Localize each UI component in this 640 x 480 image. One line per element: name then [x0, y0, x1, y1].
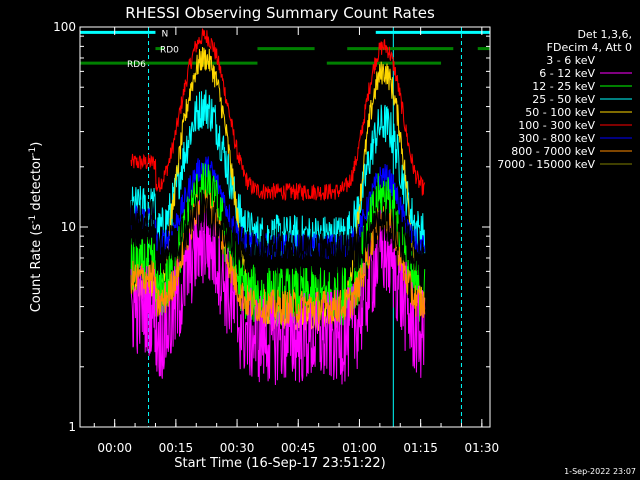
series-line-3 [130, 89, 426, 258]
legend-label: 50 - 100 keV [525, 106, 595, 119]
footer-date: 1-Sep-2022 23:07 [564, 467, 636, 476]
x-axis-label: Start Time (16-Sep-17 23:51:22) [174, 456, 385, 471]
y-tick-label: 10 [61, 220, 76, 234]
x-axis-ticks: 00:00 00:15 00:30 00:45 01:00 01:15 01:30 [93, 27, 500, 455]
x-tick-label: 01:15 [403, 441, 438, 455]
y-axis-label-mid: detector [29, 155, 44, 215]
y-axis-ticks: 1 10 100 [53, 20, 490, 434]
x-tick-label: 00:30 [220, 441, 255, 455]
legend-label: 300 - 800 keV [518, 132, 595, 145]
legend-label: 3 - 6 keV [546, 54, 595, 67]
x-tick-label: 00:15 [159, 441, 194, 455]
x-tick-label: 00:45 [281, 441, 316, 455]
chart-title: RHESSI Observing Summary Count Rates [125, 4, 435, 22]
series-line-1 [130, 200, 426, 386]
y-tick-label: 1 [68, 420, 76, 434]
legend-label: 25 - 50 keV [532, 93, 595, 106]
flag-label-rd6: RD6 [127, 60, 146, 70]
y-axis-label: Count Rate (s-1 detector-1) [28, 142, 44, 313]
legend-label: 7000 - 15000 keV [497, 158, 595, 171]
x-tick-label: 01:00 [342, 441, 377, 455]
flag-label-rd0: RD0 [160, 46, 179, 56]
legend-header-line1: Det 1,3,6, [577, 28, 632, 41]
plot-area: N RD0 RD6 [79, 27, 490, 427]
legend-header-line2: FDecim 4, Att 0 [547, 41, 632, 54]
legend-label: 800 - 7000 keV [511, 145, 595, 158]
x-tick-label: 00:00 [97, 441, 132, 455]
y-axis-label-sup2: -1 [28, 147, 38, 156]
series-line-0 [130, 189, 426, 278]
y-tick-label: 100 [53, 20, 76, 34]
flag-label-n: N [161, 29, 168, 39]
series-line-5 [130, 28, 426, 202]
y-axis-label-main: Count Rate (s [29, 224, 44, 313]
y-axis-label-end: ) [29, 142, 44, 147]
x-tick-label: 01:30 [465, 441, 500, 455]
legend-label: 12 - 25 keV [532, 80, 595, 93]
legend-label: 100 - 300 keV [518, 119, 595, 132]
y-axis-label-sup1: -1 [28, 215, 38, 224]
legend-label: 6 - 12 keV [539, 67, 595, 80]
